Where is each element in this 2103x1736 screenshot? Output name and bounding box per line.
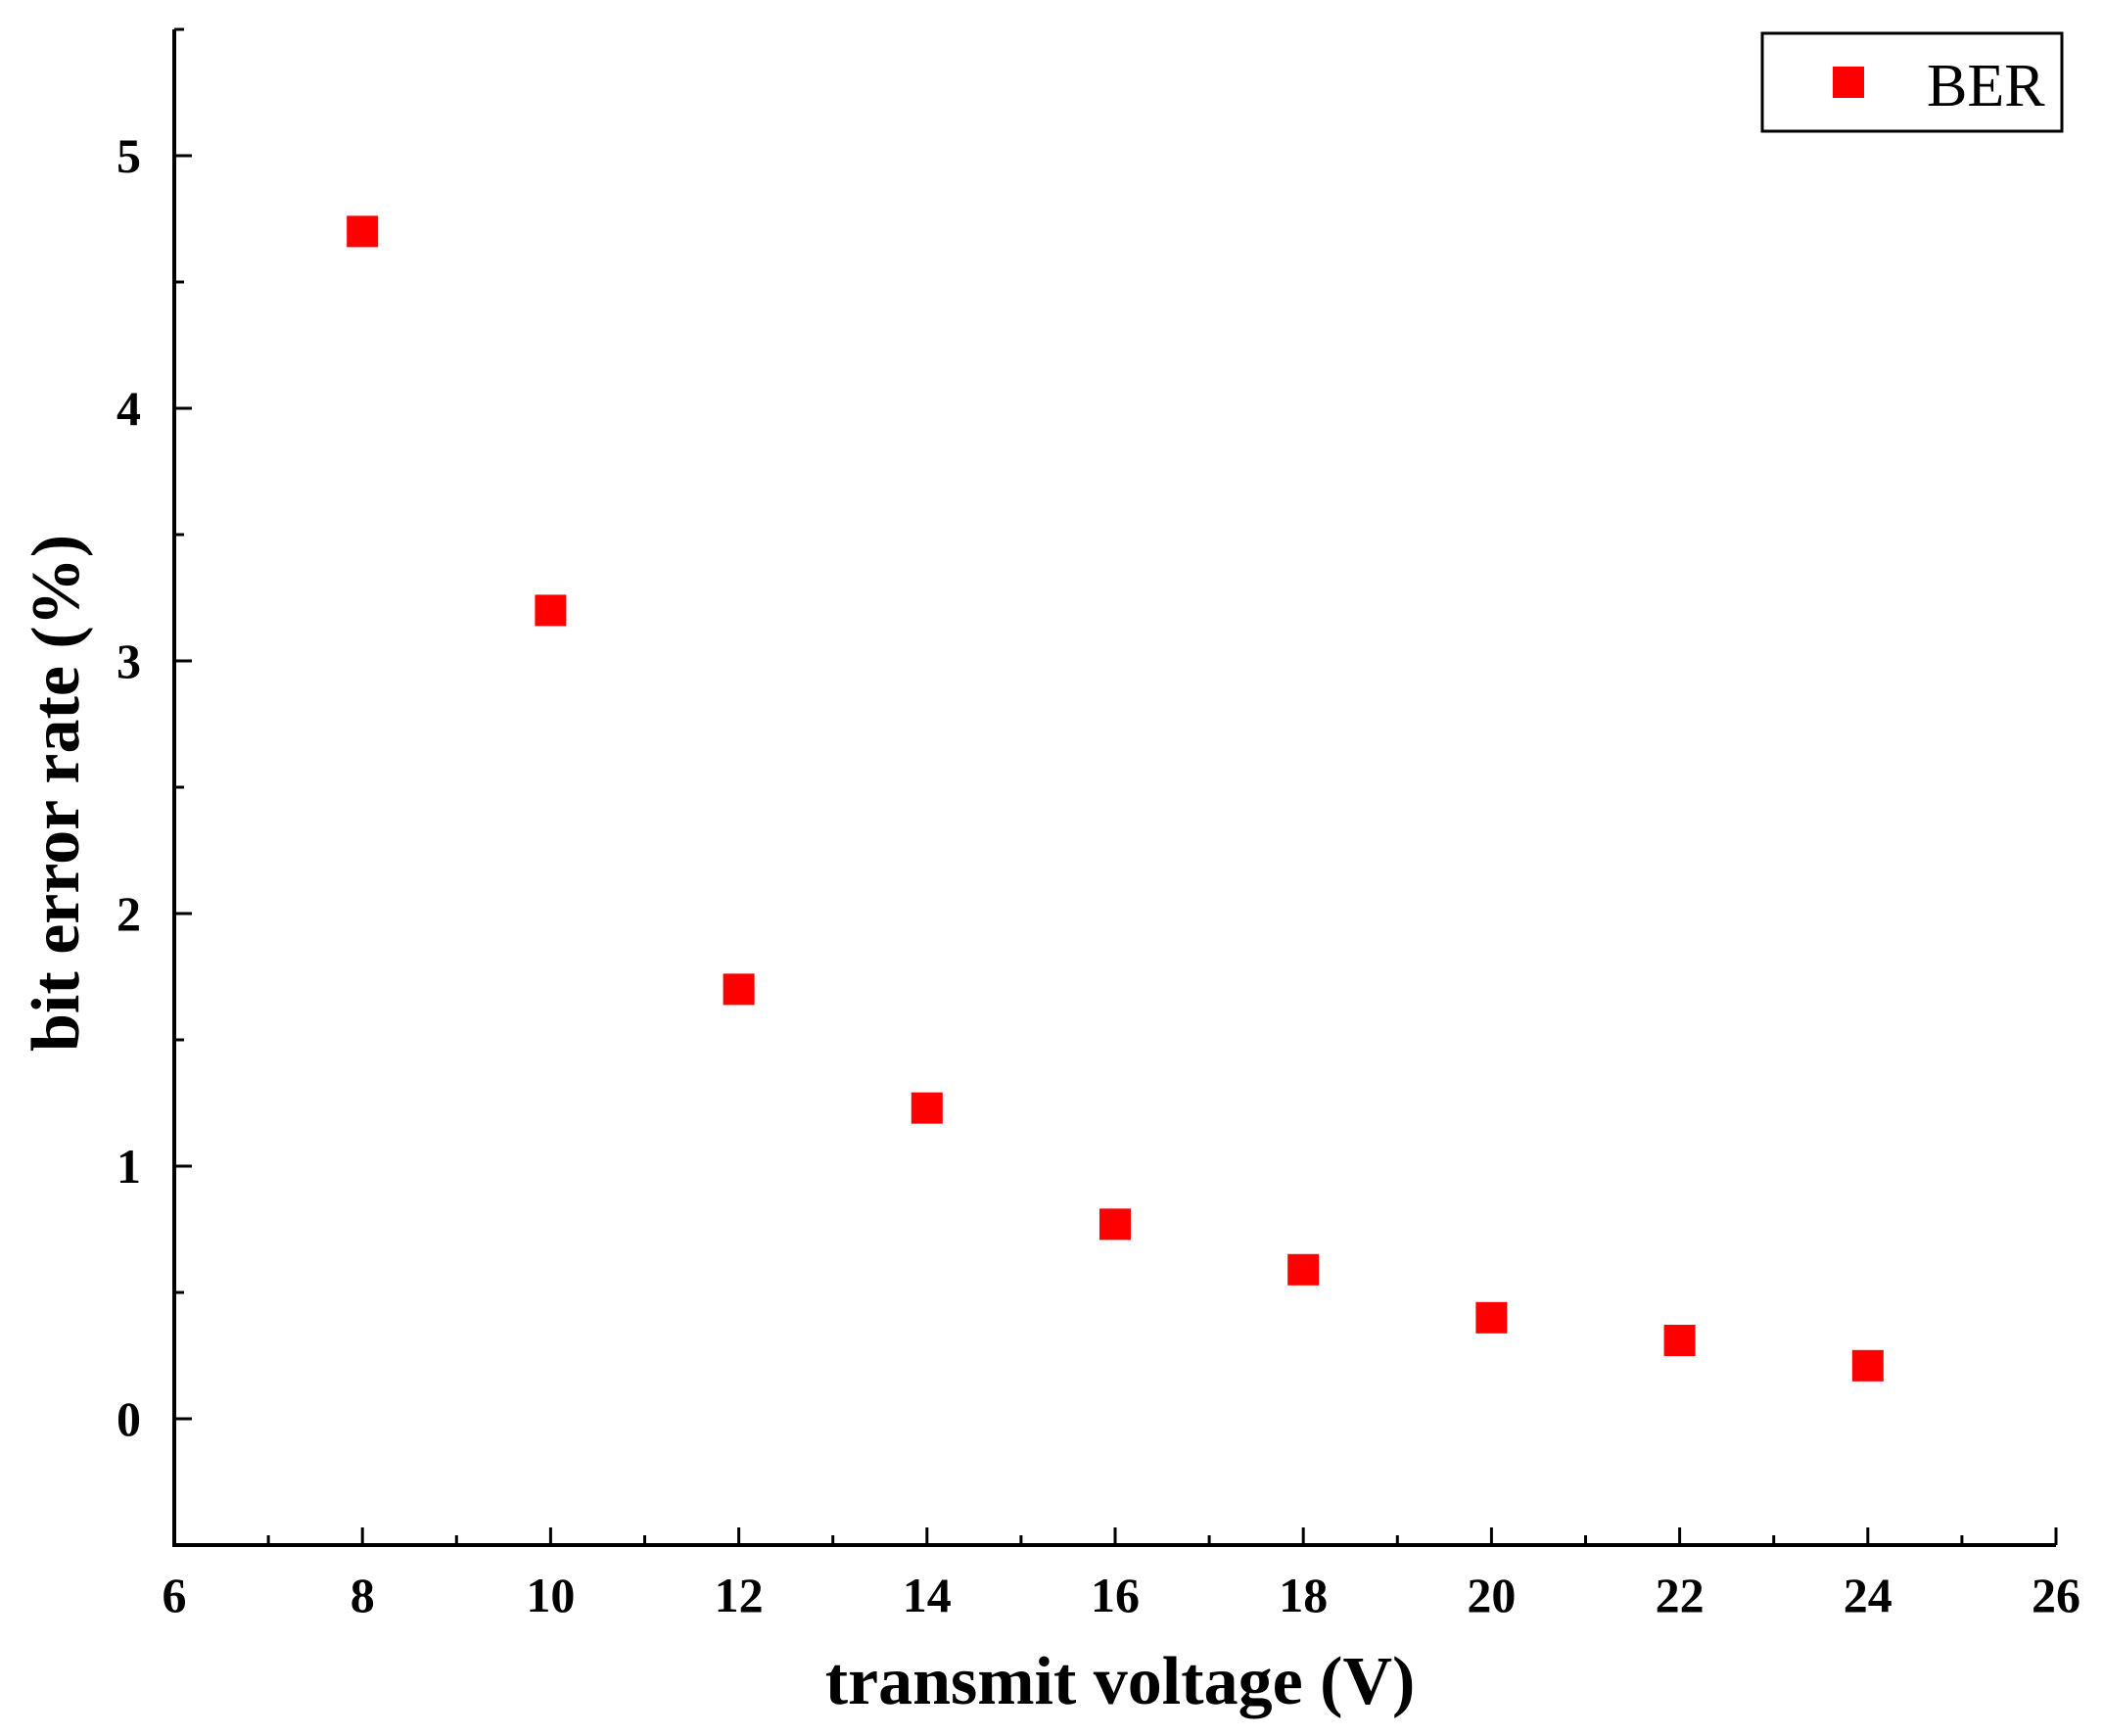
x-tick-label: 8: [350, 1568, 375, 1622]
x-tick-label: 14: [903, 1568, 952, 1622]
y-tick-label: 4: [117, 381, 141, 436]
x-tick-label: 20: [1467, 1568, 1516, 1622]
x-tick-label: 12: [715, 1568, 764, 1622]
x-tick-label: 18: [1279, 1568, 1328, 1622]
x-axis-title: transmit voltage (V): [825, 1644, 1416, 1719]
x-tick-label: 24: [1844, 1568, 1893, 1622]
x-tick-label: 16: [1091, 1568, 1140, 1622]
data-point-ber-16: [1099, 1208, 1131, 1241]
x-tick-label: 22: [1656, 1568, 1705, 1622]
data-point-ber-8: [347, 215, 379, 248]
y-tick-label: 1: [117, 1139, 141, 1194]
legend-label-ber: BER: [1927, 53, 2045, 119]
x-axis-ticks: 6 8 10 12 14 16 18 20 22 24 26: [163, 1527, 2080, 1622]
data-point-ber-14: [911, 1092, 943, 1124]
legend: BER: [1760, 31, 2064, 133]
y-axis-title: bit error rate (%): [19, 535, 94, 1052]
x-tick-label: 26: [2032, 1568, 2080, 1622]
y-tick-label: 2: [117, 886, 141, 941]
x-tick-label: 6: [163, 1568, 187, 1622]
data-point-ber-10: [535, 594, 567, 627]
data-point-ber-24: [1851, 1349, 1884, 1382]
legend-box: [1760, 31, 2064, 133]
x-tick-label: 10: [526, 1568, 575, 1622]
data-points: [347, 215, 1884, 1382]
data-point-ber-22: [1663, 1325, 1696, 1357]
y-axis-ticks: 0 1 2 3 4 5: [117, 27, 192, 1547]
data-point-ber-20: [1475, 1301, 1508, 1334]
data-point-ber-18: [1287, 1253, 1320, 1286]
y-tick-label: 0: [117, 1391, 141, 1446]
legend-marker-ber: [1833, 67, 1864, 98]
y-tick-label: 3: [117, 633, 141, 688]
data-point-ber-12: [723, 973, 755, 1006]
y-tick-label: 5: [117, 128, 141, 183]
